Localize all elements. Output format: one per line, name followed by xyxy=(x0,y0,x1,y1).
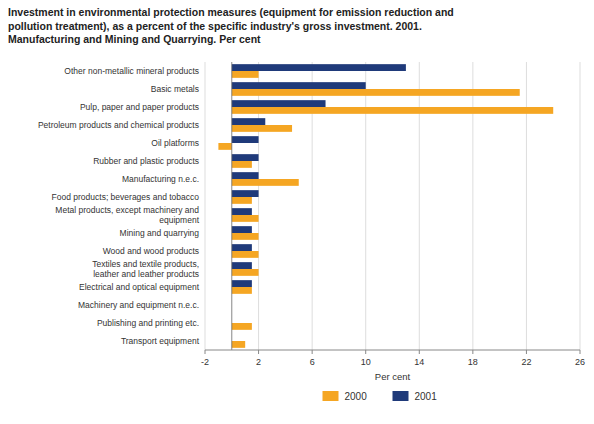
bar xyxy=(232,215,259,222)
y-tick-label: Rubber and plastic products xyxy=(93,156,199,166)
bar xyxy=(232,233,259,240)
x-tick xyxy=(526,350,527,354)
x-tick-label: -2 xyxy=(201,357,209,367)
y-tick-label: Other non-metallic mineral products xyxy=(64,66,199,76)
legend-swatch xyxy=(323,391,339,401)
bar xyxy=(232,107,553,114)
y-tick-label: Metal products, except machinery andequi… xyxy=(55,205,199,225)
x-tick xyxy=(419,350,420,354)
bar xyxy=(232,118,265,125)
legend: 2000 2001 xyxy=(323,391,438,402)
y-tick-label: Publishing and printing etc. xyxy=(97,318,199,328)
y-tick-label: Electrical and optical equipment xyxy=(79,282,200,292)
bar xyxy=(232,100,326,107)
bar xyxy=(232,82,366,89)
bar xyxy=(232,208,252,215)
grid-line xyxy=(365,62,366,350)
bar xyxy=(232,161,252,168)
bar xyxy=(232,244,252,251)
legend-swatch xyxy=(393,391,409,401)
x-tick xyxy=(580,350,581,354)
bar xyxy=(232,172,259,179)
y-tick-label: Oil platforms xyxy=(151,138,199,148)
x-tick xyxy=(205,350,206,354)
y-tick-label: Textiles and textile products,leather an… xyxy=(92,259,199,279)
x-tick-label: 10 xyxy=(361,357,371,367)
grid-line xyxy=(419,62,420,350)
bar xyxy=(232,71,259,78)
bars xyxy=(218,64,553,348)
y-tick-label: Wood and wood products xyxy=(103,246,199,256)
x-tick xyxy=(365,350,366,354)
y-tick-label: Food products; beverages and tobacco xyxy=(52,192,200,202)
x-tick xyxy=(472,350,473,354)
x-tick-label: 26 xyxy=(575,357,585,367)
y-tick-label: Pulp, paper and paper products xyxy=(80,102,199,112)
y-tick-label: Basic metals xyxy=(151,84,199,94)
x-tick-label: 14 xyxy=(414,357,424,367)
bar xyxy=(232,226,252,233)
bar xyxy=(232,280,252,287)
x-axis-line xyxy=(205,350,580,351)
background xyxy=(0,0,594,424)
bar xyxy=(232,341,245,348)
y-tick-label: Transport equipment xyxy=(121,336,200,346)
grid-line xyxy=(472,62,473,350)
y-tick-label: Mining and quarrying xyxy=(120,228,200,238)
bar xyxy=(232,136,259,143)
bar xyxy=(232,287,252,294)
bar xyxy=(218,143,231,150)
grid-line xyxy=(580,62,581,350)
bar xyxy=(232,323,252,330)
bar xyxy=(232,251,259,258)
bar xyxy=(232,197,252,204)
x-tick-label: 2 xyxy=(256,357,261,367)
x-axis-label: Per cent xyxy=(375,371,411,382)
x-tick xyxy=(312,350,313,354)
legend-label: 2000 xyxy=(345,391,368,402)
bar xyxy=(232,262,252,269)
bar xyxy=(232,125,292,132)
baseline xyxy=(231,62,232,350)
title: Investment in environmental protection m… xyxy=(8,6,454,45)
legend-label: 2001 xyxy=(415,391,438,402)
grid-line xyxy=(205,62,206,350)
y-tick-label: Machinery and equipment n.e.c. xyxy=(78,300,199,310)
x-tick xyxy=(258,350,259,354)
y-tick-label: Petroleum products and chemical products xyxy=(38,120,199,130)
grid-line xyxy=(526,62,527,350)
bar xyxy=(232,89,520,96)
chart: Investment in environmental protection m… xyxy=(0,0,594,424)
x-tick-label: 22 xyxy=(521,357,531,367)
bar xyxy=(232,190,259,197)
y-tick-label: Manufacturing n.e.c. xyxy=(122,174,199,184)
x-tick-label: 18 xyxy=(468,357,478,367)
bar xyxy=(232,154,259,161)
x-tick-label: 6 xyxy=(310,357,315,367)
bar xyxy=(232,269,259,276)
bar xyxy=(232,64,406,71)
bar xyxy=(232,179,299,186)
grid xyxy=(205,62,580,350)
